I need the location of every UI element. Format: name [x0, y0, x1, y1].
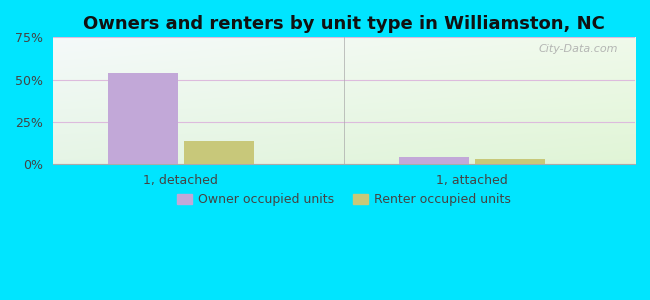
Bar [108, 73, 178, 164]
Bar [184, 140, 254, 164]
Legend: Owner occupied units, Renter occupied units: Owner occupied units, Renter occupied un… [172, 188, 516, 211]
Bar [475, 159, 545, 164]
Bar [399, 158, 469, 164]
Text: City-Data.com: City-Data.com [538, 44, 617, 54]
Title: Owners and renters by unit type in Williamston, NC: Owners and renters by unit type in Willi… [83, 15, 605, 33]
